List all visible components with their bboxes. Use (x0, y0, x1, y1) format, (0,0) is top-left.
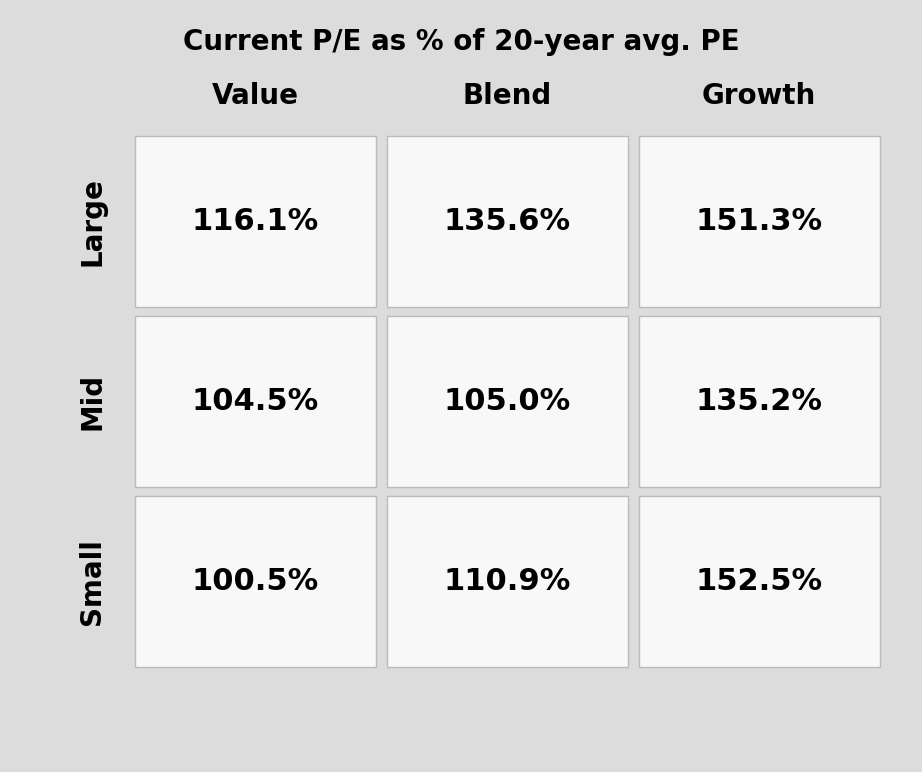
Text: Growth: Growth (702, 83, 816, 110)
Text: 135.6%: 135.6% (443, 207, 571, 235)
Text: 100.5%: 100.5% (192, 567, 319, 596)
FancyBboxPatch shape (386, 496, 628, 667)
Text: Blend: Blend (463, 83, 551, 110)
Text: 151.3%: 151.3% (695, 207, 822, 235)
FancyBboxPatch shape (135, 136, 375, 306)
Text: Large: Large (78, 177, 106, 266)
Text: 135.2%: 135.2% (695, 387, 822, 416)
FancyBboxPatch shape (386, 316, 628, 487)
FancyBboxPatch shape (639, 316, 880, 487)
Text: 110.9%: 110.9% (443, 567, 571, 596)
Text: Current P/E as % of 20-year avg. PE: Current P/E as % of 20-year avg. PE (183, 29, 739, 56)
Text: Mid: Mid (78, 373, 106, 430)
FancyBboxPatch shape (639, 496, 880, 667)
Text: Value: Value (211, 83, 299, 110)
Text: 116.1%: 116.1% (192, 207, 319, 235)
Text: 104.5%: 104.5% (192, 387, 319, 416)
FancyBboxPatch shape (386, 136, 628, 306)
FancyBboxPatch shape (135, 316, 375, 487)
FancyBboxPatch shape (135, 496, 375, 667)
FancyBboxPatch shape (639, 136, 880, 306)
Text: 105.0%: 105.0% (443, 387, 571, 416)
Text: 152.5%: 152.5% (695, 567, 822, 596)
Text: Small: Small (78, 538, 106, 625)
